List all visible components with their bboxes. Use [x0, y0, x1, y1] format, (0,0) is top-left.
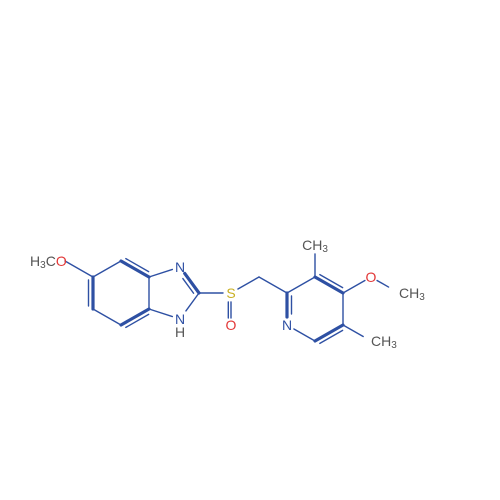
svg-text:CH3: CH3 — [302, 237, 328, 255]
svg-text:S: S — [226, 285, 235, 301]
svg-text:O: O — [366, 269, 377, 285]
svg-text:H3CO: H3CO — [30, 253, 67, 271]
svg-text:CH3: CH3 — [371, 333, 397, 351]
molecule-diagram: H3CONHNSONCH3OCH3CH3 — [0, 0, 500, 500]
svg-text:N: N — [282, 317, 292, 333]
svg-text:N: N — [175, 259, 185, 275]
svg-text:H: H — [175, 324, 185, 340]
svg-text:CH3: CH3 — [399, 285, 425, 303]
svg-text:O: O — [226, 317, 237, 333]
